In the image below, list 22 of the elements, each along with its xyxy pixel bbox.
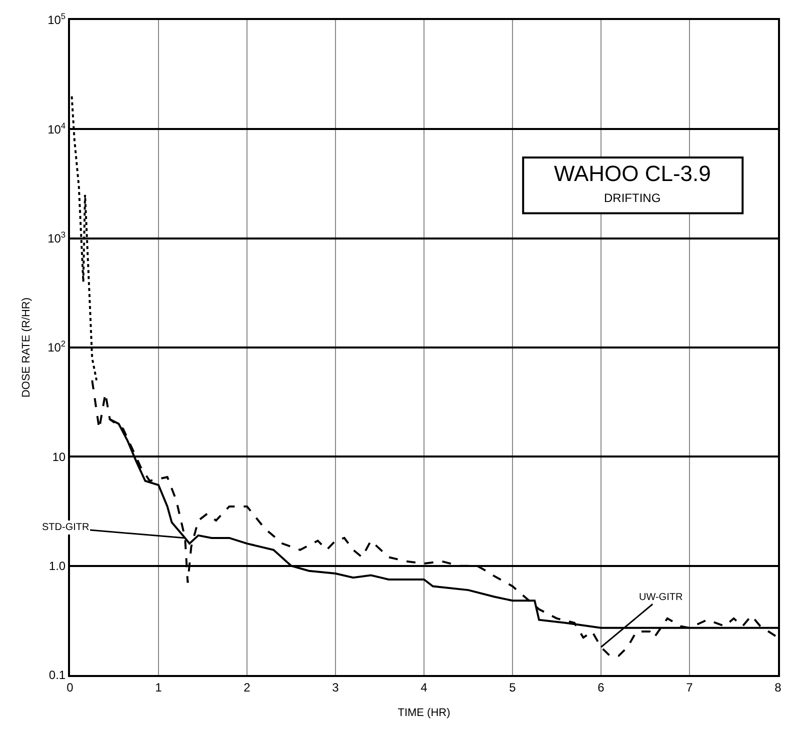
x-tick-label: 6 (598, 680, 605, 694)
x-tick-label: 5 (509, 680, 516, 694)
y-tick-label: 10 (52, 450, 66, 464)
y-tick-label: 0.1 (48, 668, 66, 682)
x-tick-label: 4 (420, 680, 428, 694)
y-tick-label: 10$^{5}$ (48, 11, 66, 28)
y-tick-label: 10$^{3}$ (48, 229, 66, 246)
x-tick-label: 7 (686, 680, 694, 694)
x-tick-label: 2 (244, 680, 251, 694)
x-tick-label: 0 (66, 680, 74, 694)
annotation: DRIFTING (604, 191, 661, 205)
x-tick-label: 3 (332, 680, 340, 694)
text: UW-GITR (639, 592, 683, 603)
x-tick-label: 1 (155, 680, 162, 694)
y-tick-label: 10$^{4}$ (48, 120, 66, 136)
x-axis-title: TIME (HR) (398, 707, 450, 720)
x-tick-label: 8 (774, 680, 782, 694)
y-tick-label: 1.0 (48, 559, 66, 574)
text: STD-GITR (42, 522, 90, 533)
annotation: WAHOO CL-3.9 (554, 161, 711, 186)
y-axis-title: DOSE RATE (R/HR) (20, 297, 33, 398)
y-tick-label: 10$^{2}$ (48, 338, 66, 355)
